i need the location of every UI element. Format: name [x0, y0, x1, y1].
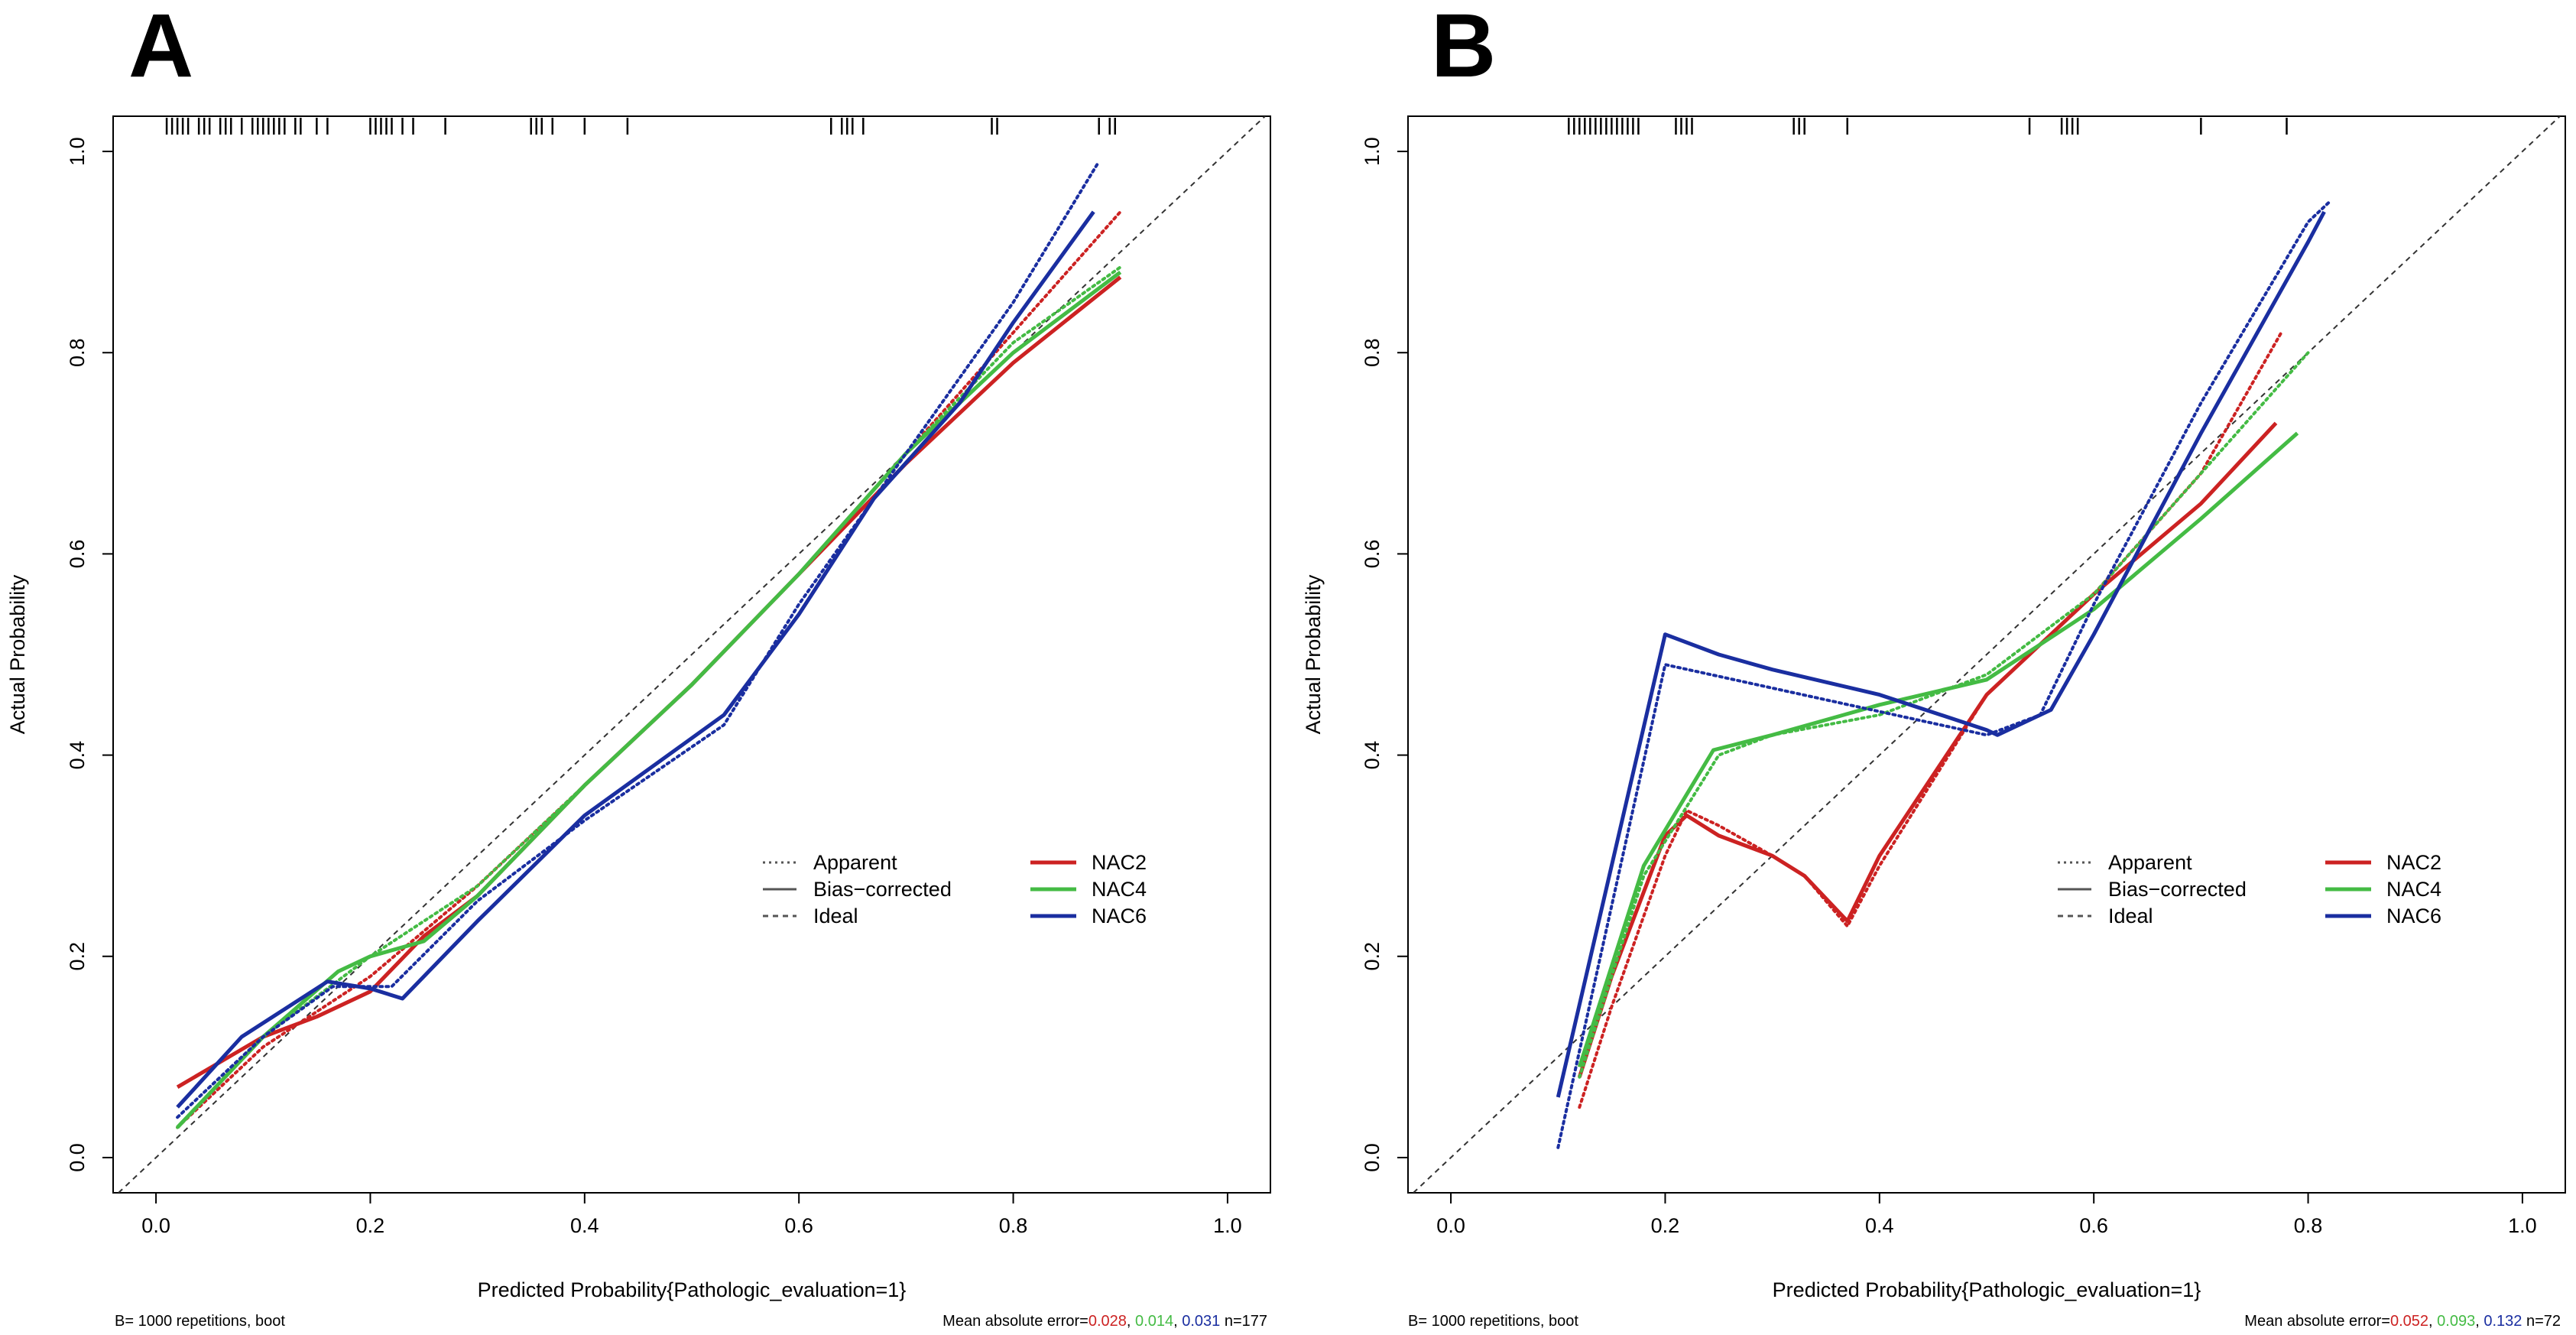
plot-area: [118, 116, 1266, 1193]
mae-separator: ,: [1127, 1313, 1135, 1330]
series-nac6-bias-corrected: [176, 210, 1095, 1109]
series-nac2-apparent: [1578, 330, 2283, 1109]
x-tick-label: 0.2: [1651, 1214, 1680, 1237]
legend-series-label: NAC2: [1092, 851, 1147, 874]
series-nac6-apparent: [1556, 200, 2331, 1149]
legend-line-label: Apparent: [813, 851, 897, 874]
mae-value-nac6: 0.031: [1182, 1313, 1220, 1330]
y-tick-label: 0.6: [66, 540, 89, 569]
sample-size: n=72: [2522, 1313, 2561, 1330]
x-tick-label: 0.2: [356, 1214, 385, 1237]
x-axis-title: Predicted Probability{Pathologic_evaluat…: [478, 1278, 907, 1301]
y-tick-label: 0.2: [1361, 942, 1384, 971]
y-axis-title: Actual Probability: [6, 574, 29, 734]
chart-panel-b: B 0.0 0.2 0.4 0.6 0.8 1.0 0.0 0.2 0.4 0.6 0.8 1.0 Pre…: [1302, 0, 2566, 1330]
mae-value-nac6: 0.132: [2484, 1313, 2522, 1330]
ideal-line: [118, 116, 1266, 1193]
legend-series-label: NAC4: [2386, 878, 2441, 901]
mae-separator: ,: [2475, 1313, 2484, 1330]
series-nac6-bias-corrected: [1556, 210, 2326, 1098]
legend-line-label: Ideal: [2108, 905, 2153, 927]
mae-value-nac4: 0.014: [1135, 1313, 1173, 1330]
y-tick-label: 0.4: [1361, 741, 1384, 770]
y-tick-label: 0.8: [1361, 338, 1384, 367]
mae-prefix: Mean absolute error=: [942, 1313, 1088, 1330]
legend-line-styles: Apparent Bias−corrected Ideal: [763, 851, 952, 927]
series-nac4-apparent: [1578, 351, 2310, 1079]
legend-series-label: NAC2: [2386, 851, 2441, 874]
y-tick-label: 0.4: [66, 741, 89, 770]
x-tick-label: 0.4: [570, 1214, 599, 1237]
series-nac2-bias-corrected: [1577, 421, 2278, 1078]
ideal-line: [1413, 116, 2561, 1193]
plot-frame: [112, 115, 1271, 1194]
mae-value-nac4: 0.093: [2437, 1313, 2475, 1330]
series-nac6-apparent: [176, 160, 1101, 1119]
x-tick-label: 0.6: [2079, 1214, 2108, 1237]
y-axis-title: Actual Probability: [1302, 574, 1325, 734]
series-nac4-bias-corrected: [1577, 431, 2299, 1068]
x-tick-label: 1.0: [1213, 1214, 1242, 1237]
x-axis-title: Predicted Probability{Pathologic_evaluat…: [1773, 1278, 2201, 1301]
panel-label: A: [128, 0, 193, 96]
x-tick-label: 0.8: [999, 1214, 1028, 1237]
y-tick-label: 0.0: [66, 1143, 89, 1172]
legend-line-label: Bias−corrected: [813, 878, 952, 901]
y-tick-label: 0.0: [1361, 1143, 1384, 1172]
series-nac4-bias-corrected: [176, 271, 1122, 1129]
y-tick-label: 0.2: [66, 942, 89, 971]
panel-label: B: [1431, 0, 1496, 96]
y-tick-label: 1.0: [1361, 137, 1384, 166]
legend-series: NAC2 NAC4 NAC6: [1030, 851, 1147, 927]
x-tick-label: 0.4: [1865, 1214, 1894, 1237]
x-tick-label: 1.0: [2508, 1214, 2537, 1237]
mae-value-nac2: 0.028: [1088, 1313, 1127, 1330]
legend-series-label: NAC6: [1092, 905, 1147, 927]
footer-repetitions: B= 1000 repetitions, boot: [1408, 1313, 1578, 1330]
plot-frame: [1407, 115, 2566, 1194]
legend-line-styles: Apparent Bias−corrected Ideal: [2058, 851, 2247, 927]
mae-separator: ,: [1173, 1313, 1182, 1330]
mae-separator: ,: [2428, 1313, 2437, 1330]
y-tick-label: 0.6: [1361, 540, 1384, 569]
x-tick-label: 0.0: [141, 1214, 170, 1237]
footer-mean-absolute-error: Mean absolute error=0.052, 0.093, 0.132 …: [2244, 1313, 2561, 1330]
y-tick-label: 1.0: [66, 137, 89, 166]
footer-repetitions: B= 1000 repetitions, boot: [115, 1313, 285, 1330]
mae-prefix: Mean absolute error=: [2244, 1313, 2390, 1330]
x-tick-label: 0.8: [2294, 1214, 2323, 1237]
sample-size: n=177: [1220, 1313, 1267, 1330]
legend-series-label: NAC4: [1092, 878, 1147, 901]
legend-series-label: NAC6: [2386, 905, 2441, 927]
x-tick-label: 0.6: [784, 1214, 813, 1237]
legend-line-label: Apparent: [2108, 851, 2192, 874]
plot-area: [1413, 116, 2561, 1193]
y-tick-label: 0.8: [66, 338, 89, 367]
legend-line-label: Ideal: [813, 905, 858, 927]
x-tick-label: 0.0: [1436, 1214, 1465, 1237]
chart-panel-a: A 0.0 0.2 0.4 0.6 0.8 1.0 0.0 0.2 0.4 0.6 0.8 1.0 Pre…: [6, 0, 1271, 1330]
series-nac2-bias-corrected: [176, 275, 1122, 1089]
mae-value-nac2: 0.052: [2390, 1313, 2428, 1330]
footer-mean-absolute-error: Mean absolute error=0.028, 0.014, 0.031 …: [942, 1313, 1267, 1330]
legend-series: NAC2 NAC4 NAC6: [2325, 851, 2441, 927]
legend-line-label: Bias−corrected: [2108, 878, 2247, 901]
